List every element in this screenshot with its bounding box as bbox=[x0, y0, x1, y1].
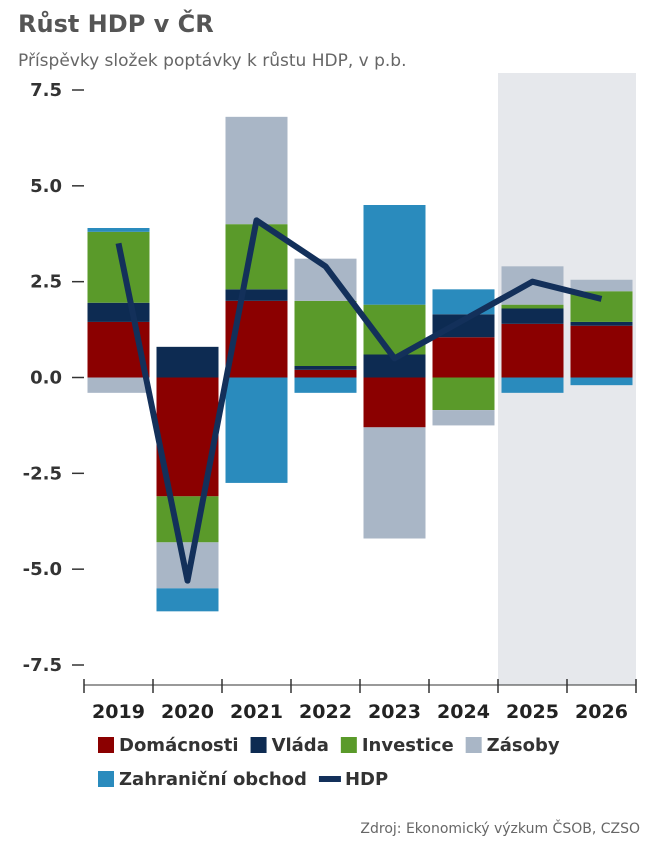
legend-item-zahranicni-obchod: Zahraniční obchod bbox=[98, 769, 307, 790]
bar-zahranicni-obchod-2022 bbox=[294, 377, 357, 393]
legend-swatch bbox=[465, 737, 482, 753]
legend-swatch-line bbox=[318, 776, 341, 782]
chart-title: Růst HDP v ČR bbox=[18, 8, 214, 38]
x-tick-label-2026: 2026 bbox=[575, 701, 628, 723]
legend-label: HDP bbox=[345, 769, 388, 790]
chart-subtitle: Příspěvky složek poptávky k růstu HDP, v… bbox=[18, 51, 406, 71]
legend-label: Investice bbox=[362, 735, 454, 756]
bar-zasoby-2021 bbox=[225, 116, 288, 225]
bar-investice-2025 bbox=[501, 304, 564, 309]
y-tick-label: -2.5 bbox=[23, 463, 62, 484]
legend-label: Zásoby bbox=[487, 735, 560, 756]
bar-zasoby-2024 bbox=[432, 410, 495, 426]
bar-vlada-2023 bbox=[363, 354, 426, 378]
bar-vlada-2019 bbox=[87, 302, 150, 322]
bar-zahranicni-obchod-2026 bbox=[570, 377, 633, 386]
bar-investice-2020 bbox=[156, 496, 219, 543]
y-tick-label: -5.0 bbox=[23, 559, 62, 580]
legend-label: Zahraniční obchod bbox=[119, 769, 307, 790]
legend-swatch bbox=[340, 737, 357, 753]
bar-zasoby-2023 bbox=[363, 427, 426, 539]
gdp-line-group bbox=[115, 217, 603, 584]
legend-item-investice: Investice bbox=[340, 735, 454, 756]
bar-domacnosti-2025 bbox=[501, 323, 564, 378]
y-axis: 7.5 5.0 2.5 0.0 -2.5 -5.0 -7.5 bbox=[23, 80, 84, 676]
legend-swatch bbox=[250, 737, 267, 753]
y-tick-label: 0.0 bbox=[30, 368, 62, 389]
bar-zahranicni-obchod-2025 bbox=[501, 377, 564, 393]
x-tick-label-2021: 2021 bbox=[230, 701, 283, 723]
bar-domacnosti-2022 bbox=[294, 369, 357, 378]
legend-label: Vláda bbox=[272, 735, 329, 756]
bar-vlada-2025 bbox=[501, 308, 564, 324]
x-tick-label-2020: 2020 bbox=[161, 701, 214, 723]
x-tick-label-2025: 2025 bbox=[506, 701, 559, 723]
legend-item-domacnosti: Domácnosti bbox=[98, 735, 239, 756]
bar-zahranicni-obchod-2019 bbox=[87, 228, 150, 232]
bar-vlada-2020 bbox=[156, 346, 219, 378]
y-tick-label: 7.5 bbox=[30, 80, 62, 101]
legend-label: Domácnosti bbox=[119, 735, 239, 756]
bar-zahranicni-obchod-2021 bbox=[225, 377, 288, 483]
legend-item-zasoby: Zásoby bbox=[465, 735, 560, 756]
legend-swatch bbox=[98, 737, 114, 753]
bar-domacnosti-2024 bbox=[432, 337, 495, 378]
y-tick-label: 5.0 bbox=[30, 176, 62, 197]
bar-zahranicni-obchod-2020 bbox=[156, 588, 219, 612]
x-tick-label-2024: 2024 bbox=[437, 701, 490, 723]
x-tick-label-2023: 2023 bbox=[368, 701, 421, 723]
x-axis: 2019 2020 2021 2022 2023 2024 2025 2026 bbox=[83, 679, 637, 723]
y-tick-label: -7.5 bbox=[23, 655, 62, 676]
bar-zasoby-2019 bbox=[87, 377, 150, 393]
bar-vlada-2026 bbox=[570, 321, 633, 326]
legend: Domácnosti Vláda Investice Zásoby Zahraniční… bbox=[98, 735, 560, 790]
bar-vlada-2022 bbox=[294, 366, 357, 370]
y-tick-label: 2.5 bbox=[30, 272, 62, 293]
bar-domacnosti-2026 bbox=[570, 325, 633, 378]
bar-zahranicni-obchod-2023 bbox=[363, 205, 426, 305]
legend-swatch bbox=[98, 771, 114, 787]
bar-zasoby-2026 bbox=[570, 279, 633, 292]
x-tick-label-2022: 2022 bbox=[299, 701, 352, 723]
x-tick-label-2019: 2019 bbox=[92, 701, 145, 723]
bar-investice-2019 bbox=[87, 231, 150, 303]
legend-item-vlada: Vláda bbox=[250, 735, 329, 756]
legend-item-hdp: HDP bbox=[318, 769, 388, 790]
bar-investice-2022 bbox=[294, 300, 357, 366]
source-note: Zdroj: Ekonomický výzkum ČSOB, CZSO bbox=[360, 819, 640, 837]
gdp-line bbox=[115, 217, 603, 584]
bar-vlada-2021 bbox=[225, 289, 288, 301]
bar-investice-2024 bbox=[432, 377, 495, 411]
bar-domacnosti-2023 bbox=[363, 377, 426, 428]
